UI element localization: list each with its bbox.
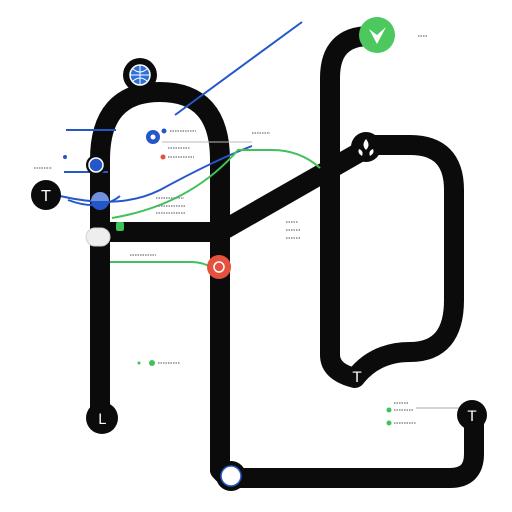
blue-line-diagonal: [174, 21, 303, 116]
arrow-icon: [369, 27, 386, 44]
bottom-track: [210, 408, 484, 488]
blue-dot: [63, 155, 67, 159]
blue-left-icon: [88, 157, 104, 173]
t-glyph-icon: T: [352, 370, 362, 386]
globe-icon-lines: [130, 65, 150, 85]
green-dot: [386, 407, 392, 413]
left-arch-track: [90, 82, 230, 430]
blue-half-icon: [91, 192, 109, 210]
red-dot: [160, 154, 166, 160]
node-l-bottom[interactable]: L: [86, 402, 118, 434]
node-globe[interactable]: [123, 58, 157, 92]
t-glyph-icon: T: [40, 187, 51, 205]
node-t-right[interactable]: T: [457, 400, 487, 430]
node-blue-left[interactable]: [86, 155, 106, 175]
t-right-circle: [457, 400, 487, 430]
node-t-left[interactable]: T: [31, 180, 61, 210]
node-leaf[interactable]: [351, 132, 381, 162]
bottom-capsule-icon: [220, 465, 242, 487]
leaf-icon: [358, 139, 374, 156]
track-lines: [90, 26, 484, 488]
node-blue-half[interactable]: [91, 192, 109, 210]
l-bottom-circle: [86, 402, 118, 434]
capsule-icon: [85, 227, 111, 247]
blue-half-cutout: [91, 192, 109, 201]
node-bottom-capsule[interactable]: [216, 461, 246, 491]
t-left-circle: [31, 180, 61, 210]
node-blue-small[interactable]: [146, 130, 160, 144]
node-arrow[interactable]: [359, 17, 395, 53]
annotation-marks: [34, 35, 428, 424]
green-square-marker: [116, 222, 124, 231]
red-dot-center: [213, 261, 225, 273]
blue-dot: [161, 128, 167, 134]
node-t-mid[interactable]: T: [352, 370, 362, 386]
annotation-dots: [63, 128, 392, 426]
green-dot: [137, 361, 141, 365]
node-red[interactable]: [207, 255, 231, 279]
right-loop-track: [320, 26, 464, 388]
node-capsule-left[interactable]: [85, 227, 111, 247]
green-line-upper: [111, 149, 321, 219]
blue-node-center: [150, 134, 156, 140]
green-dot: [386, 420, 392, 426]
green-line-lower: [110, 261, 215, 271]
l-glyph-icon: L: [98, 412, 106, 428]
green-dot: [149, 360, 155, 366]
red-dot-icon: [207, 255, 231, 279]
t-glyph-icon: T: [467, 409, 477, 425]
